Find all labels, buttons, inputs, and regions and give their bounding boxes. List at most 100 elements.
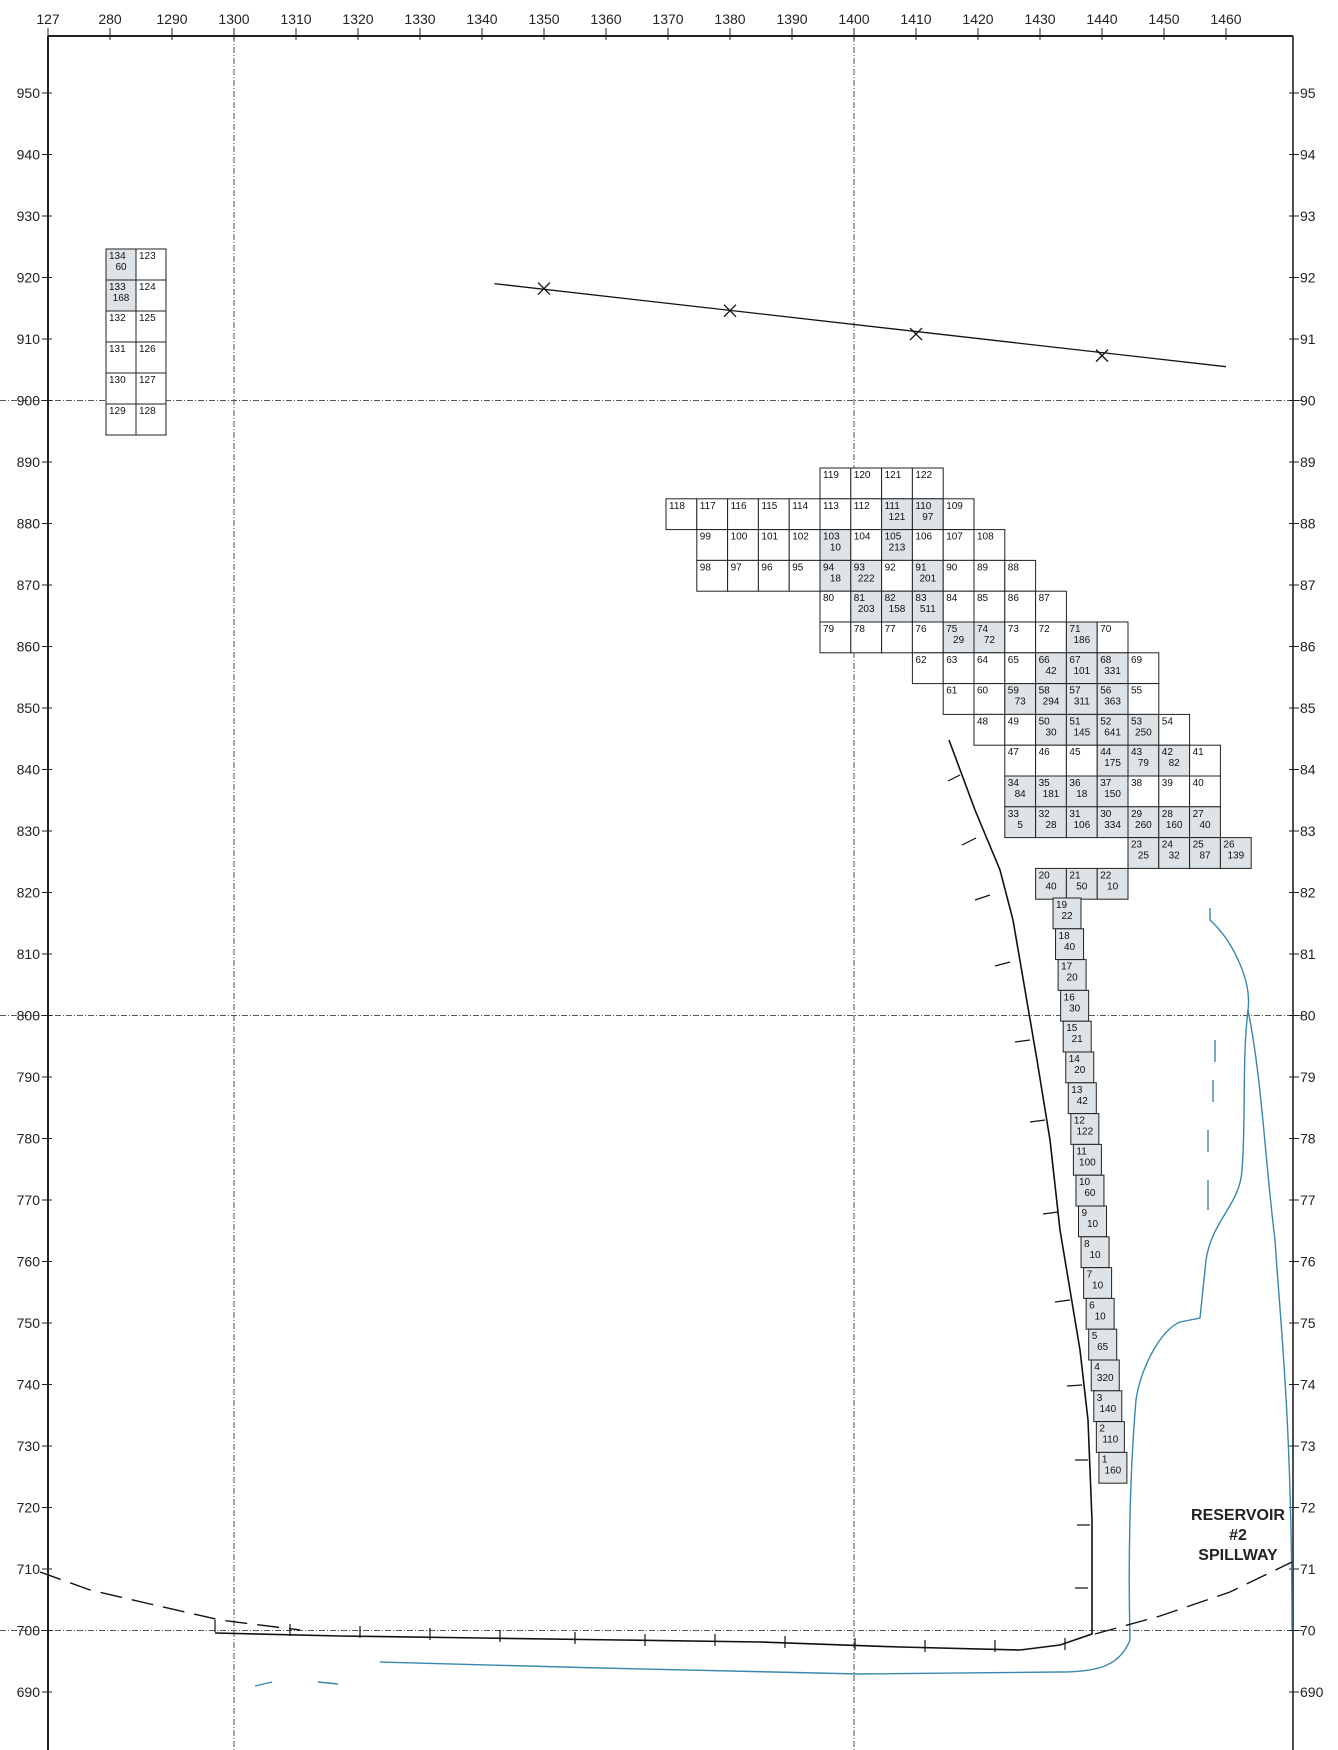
cell-id: 50 bbox=[1039, 716, 1051, 727]
sample-cell bbox=[819, 590, 852, 623]
y-tick-label-left: 700 bbox=[17, 1623, 41, 1639]
sample-cell bbox=[881, 621, 913, 654]
cell-id: 45 bbox=[1069, 747, 1081, 758]
sample-cell bbox=[1004, 652, 1037, 685]
road-tick bbox=[974, 894, 991, 901]
cell-value: 73 bbox=[1015, 697, 1027, 708]
cell-id: 90 bbox=[946, 562, 958, 573]
cell-id: 104 bbox=[854, 532, 871, 543]
cell-value: 158 bbox=[889, 604, 906, 615]
cell-id: 20 bbox=[1039, 870, 1051, 881]
x-tick-label: 1380 bbox=[714, 11, 745, 27]
cell-id: 83 bbox=[915, 593, 927, 604]
sample-cell bbox=[881, 559, 913, 592]
sample-cell bbox=[1189, 837, 1221, 869]
cell-id: 82 bbox=[885, 593, 897, 604]
x-tick-label: 1330 bbox=[404, 11, 435, 27]
sample-cell bbox=[105, 248, 137, 281]
y-tick-label-right: 88 bbox=[1300, 516, 1316, 532]
survey-line-path bbox=[494, 283, 1227, 368]
cell-id: 128 bbox=[139, 406, 156, 417]
y-tick-label-right: 70 bbox=[1300, 1623, 1316, 1639]
cell-id: 32 bbox=[1039, 809, 1051, 820]
cell-id: 102 bbox=[792, 532, 809, 543]
sample-cell bbox=[1078, 1205, 1107, 1238]
cell-id: 125 bbox=[139, 313, 156, 324]
x-tick-label: 1370 bbox=[652, 11, 683, 27]
cell-id: 19 bbox=[1056, 900, 1068, 911]
x-tick-label: 1390 bbox=[776, 11, 807, 27]
y-tick-label-left: 910 bbox=[17, 331, 41, 347]
road-tick bbox=[1029, 1119, 1046, 1123]
x-tick-label: 1420 bbox=[962, 11, 993, 27]
cell-id: 73 bbox=[1008, 624, 1020, 635]
sample-cell bbox=[696, 529, 729, 561]
cell-value: 18 bbox=[1076, 789, 1088, 800]
sample-cell bbox=[1004, 806, 1037, 839]
cell-id: 10 bbox=[1079, 1177, 1091, 1188]
y-tick-label-left: 820 bbox=[17, 885, 41, 901]
cell-id: 113 bbox=[823, 501, 839, 512]
cell-id: 11 bbox=[1076, 1146, 1087, 1157]
cell-id: 85 bbox=[977, 593, 989, 604]
sample-cell bbox=[135, 372, 167, 405]
y-tick-label-right: 93 bbox=[1300, 208, 1316, 224]
sample-cell bbox=[1065, 713, 1098, 746]
cell-id: 132 bbox=[109, 313, 126, 324]
cell-value: 40 bbox=[1064, 942, 1076, 953]
cell-id: 107 bbox=[946, 532, 963, 543]
y-tick-label-left: 800 bbox=[17, 1008, 41, 1024]
y-tick-label-left: 850 bbox=[17, 700, 41, 716]
sample-cell bbox=[1189, 744, 1221, 777]
cell-id: 77 bbox=[885, 624, 897, 635]
cell-id: 12 bbox=[1074, 1116, 1086, 1127]
sample-cell bbox=[1075, 1174, 1105, 1207]
cell-id: 99 bbox=[700, 532, 712, 543]
cell-id: 108 bbox=[977, 532, 994, 543]
cell-id: 75 bbox=[946, 624, 958, 635]
y-tick-label-left: 740 bbox=[17, 1377, 41, 1393]
sample-cell bbox=[942, 621, 975, 654]
sample-cell bbox=[1093, 1390, 1123, 1423]
cell-id: 100 bbox=[731, 532, 748, 543]
cell-id: 7 bbox=[1087, 1270, 1093, 1281]
cell-value: 186 bbox=[1073, 635, 1090, 646]
x-tick-label: 1300 bbox=[218, 11, 249, 27]
cell-id: 123 bbox=[139, 251, 156, 262]
cell-id: 44 bbox=[1100, 747, 1112, 758]
cell-id: 124 bbox=[139, 282, 156, 293]
left-dashed-edge bbox=[39, 1571, 301, 1631]
water-outline bbox=[254, 908, 1293, 1687]
y-tick-label-right: 75 bbox=[1300, 1315, 1316, 1331]
sample-cell bbox=[696, 559, 729, 592]
cell-value: 168 bbox=[113, 293, 130, 304]
y-tick-label-left: 760 bbox=[17, 1254, 41, 1270]
x-tick-label: 1460 bbox=[1210, 11, 1241, 27]
y-tick-label-left: 830 bbox=[17, 823, 41, 839]
cell-id: 68 bbox=[1100, 655, 1112, 666]
cell-value: 203 bbox=[858, 604, 875, 615]
sample-cell bbox=[1035, 867, 1067, 900]
cell-id: 96 bbox=[761, 562, 773, 573]
cell-id: 118 bbox=[669, 501, 685, 512]
cell-id: 116 bbox=[731, 501, 747, 512]
cell-id: 53 bbox=[1131, 716, 1143, 727]
x-tick-label: 1310 bbox=[280, 11, 311, 27]
y-tick-label-left: 880 bbox=[17, 516, 41, 532]
cell-value: 5 bbox=[1017, 820, 1023, 831]
sample-cell bbox=[1158, 837, 1191, 869]
cell-id: 46 bbox=[1039, 747, 1051, 758]
sample-cell bbox=[1065, 1051, 1095, 1084]
y-tick-label-left: 790 bbox=[17, 1069, 41, 1085]
sample-cell bbox=[788, 559, 821, 592]
cell-value: 160 bbox=[1166, 820, 1183, 831]
sample-cell bbox=[1096, 683, 1129, 715]
sample-cell bbox=[1065, 806, 1098, 839]
cell-id: 61 bbox=[946, 686, 958, 697]
cell-id: 110 bbox=[915, 501, 931, 512]
cell-id: 98 bbox=[700, 562, 712, 573]
cell-id: 121 bbox=[885, 470, 902, 481]
cell-value: 294 bbox=[1043, 697, 1060, 708]
sample-cell bbox=[1127, 744, 1160, 777]
cell-id: 36 bbox=[1069, 778, 1081, 789]
